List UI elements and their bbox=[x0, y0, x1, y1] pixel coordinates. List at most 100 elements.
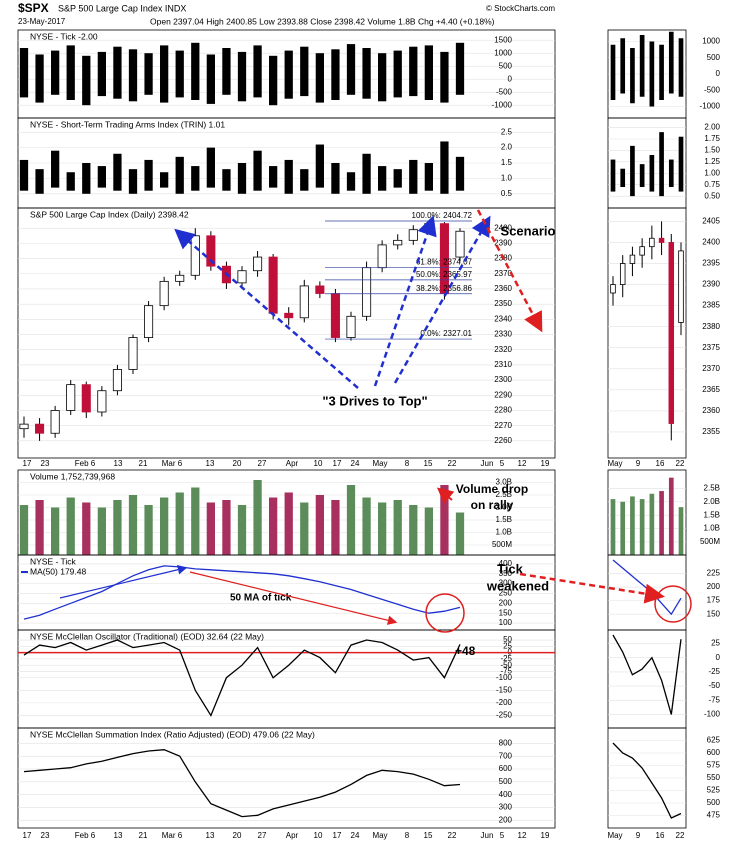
range-bar bbox=[51, 150, 60, 188]
y-tick-label: 1.50 bbox=[704, 146, 720, 155]
source: © StockCharts.com bbox=[486, 4, 555, 13]
y-tick-label: 2330 bbox=[494, 330, 512, 339]
y-tick-label: 1000 bbox=[702, 37, 720, 46]
volume-bar bbox=[300, 502, 309, 555]
y-tick-label: 2375 bbox=[702, 343, 720, 352]
y-tick-label: 0.5 bbox=[501, 189, 513, 198]
y-tick-label: 2300 bbox=[494, 375, 512, 384]
candle-body bbox=[362, 267, 372, 317]
y-tick-label: 0 bbox=[716, 653, 721, 662]
range-bar bbox=[331, 49, 340, 100]
y-tick-label: 3.0B bbox=[496, 478, 512, 487]
x-tick-label: 10 bbox=[314, 831, 323, 840]
candle-body bbox=[144, 305, 154, 338]
y-tick-label: 1.25 bbox=[704, 157, 720, 166]
y-tick-label: 400 bbox=[499, 790, 513, 799]
x-tick-label: 22 bbox=[448, 459, 457, 468]
volume-bar bbox=[362, 497, 371, 555]
x-tick-label: Mar 6 bbox=[162, 459, 183, 468]
panel-title: NYSE McClellan Summation Index (Ratio Ad… bbox=[30, 729, 315, 739]
y-tick-label: 2.00 bbox=[704, 123, 720, 132]
volume-bar bbox=[269, 497, 278, 555]
range-bar bbox=[175, 156, 184, 194]
y-tick-label: 0 bbox=[716, 69, 721, 78]
y-tick-label: 300 bbox=[499, 579, 513, 588]
range-bar bbox=[66, 45, 75, 100]
y-tick-label: 2370 bbox=[494, 269, 512, 278]
line-series bbox=[612, 742, 682, 819]
range-bar bbox=[630, 48, 635, 104]
x-tick-label: Apr bbox=[286, 831, 299, 840]
x-tick-label: 16 bbox=[656, 831, 665, 840]
panel-title: NYSE - Tick bbox=[30, 556, 77, 566]
volume-bar bbox=[440, 485, 449, 555]
range-bar bbox=[160, 172, 169, 188]
range-bar bbox=[378, 53, 387, 102]
x-tick-label: 21 bbox=[139, 831, 148, 840]
volume-bar bbox=[97, 507, 106, 555]
volume-bar bbox=[346, 485, 356, 555]
x-tick-label: 24 bbox=[351, 459, 360, 468]
candle-body bbox=[159, 280, 169, 307]
annotation: weakened bbox=[486, 578, 549, 593]
candle-body bbox=[128, 337, 138, 370]
panel-title: NYSE - Tick -2.00 bbox=[30, 31, 98, 41]
red-arrow bbox=[476, 209, 543, 333]
x-tick-label: 19 bbox=[541, 459, 550, 468]
range-bar bbox=[649, 41, 655, 107]
x-tick-label: 20 bbox=[233, 459, 242, 468]
y-tick-label: 0 bbox=[508, 74, 513, 83]
range-bar bbox=[144, 53, 153, 95]
y-tick-label: 0.75 bbox=[704, 180, 720, 189]
range-bar bbox=[35, 169, 44, 194]
x-tick-label: May bbox=[607, 831, 622, 840]
range-bar bbox=[253, 150, 262, 191]
range-bar bbox=[424, 45, 433, 100]
y-tick-label: 1.5 bbox=[501, 158, 513, 167]
x-tick-label: 23 bbox=[41, 459, 50, 468]
range-bar bbox=[284, 159, 293, 194]
volume-bar bbox=[237, 505, 247, 555]
volume-bar bbox=[144, 505, 153, 555]
y-tick-label: 500M bbox=[492, 540, 512, 549]
symbol: $SPX bbox=[18, 1, 49, 15]
volume-bar bbox=[409, 505, 418, 555]
range-bar bbox=[440, 51, 449, 103]
x-tick-label: 22 bbox=[676, 831, 685, 840]
range-bar bbox=[206, 54, 215, 104]
range-bar bbox=[440, 141, 449, 194]
volume-bar bbox=[649, 493, 655, 555]
x-tick-label: May bbox=[607, 459, 622, 468]
x-tick-label: 5 bbox=[500, 831, 505, 840]
x-tick-label: 8 bbox=[405, 459, 410, 468]
volume-bar bbox=[253, 480, 262, 555]
range-bar bbox=[315, 53, 324, 103]
volume-bar bbox=[113, 500, 122, 555]
range-bar bbox=[455, 42, 465, 95]
y-tick-label: 2320 bbox=[494, 345, 512, 354]
range-bar bbox=[659, 44, 664, 100]
y-tick-label: 2310 bbox=[494, 360, 512, 369]
ma-arrow bbox=[189, 571, 398, 625]
x-tick-label: Apr bbox=[286, 459, 299, 468]
volume-bar bbox=[315, 495, 324, 555]
candle-body bbox=[393, 239, 403, 246]
y-tick-label: 625 bbox=[707, 736, 721, 745]
x-tick-label: 22 bbox=[448, 831, 457, 840]
x-tick-label: 17 bbox=[23, 459, 32, 468]
ma-arrow bbox=[59, 565, 188, 599]
legend-label: MA(50) 179.48 bbox=[30, 566, 86, 576]
range-bar bbox=[455, 156, 465, 191]
volume-arrow bbox=[436, 487, 455, 504]
x-tick-label: 27 bbox=[258, 831, 267, 840]
y-tick-label: 2270 bbox=[494, 421, 512, 430]
annotation: on rally bbox=[471, 498, 514, 512]
range-bar bbox=[237, 51, 247, 102]
range-bar bbox=[191, 166, 200, 191]
candle-body bbox=[81, 384, 91, 413]
panel-frame bbox=[607, 629, 687, 729]
range-bar bbox=[610, 44, 616, 100]
y-tick-label: 475 bbox=[707, 811, 721, 820]
x-tick-label: 8 bbox=[405, 831, 410, 840]
candle-body bbox=[649, 237, 655, 248]
